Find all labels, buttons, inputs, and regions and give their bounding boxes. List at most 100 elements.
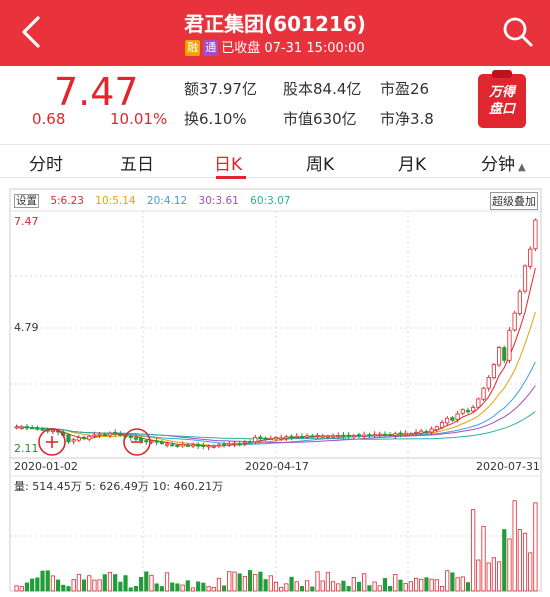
candle-body xyxy=(35,427,40,430)
tab-monthly-k[interactable]: 月K xyxy=(398,155,427,175)
kline-chart[interactable]: 设置 5:6.23 10:5.14 20:4.12 30:3.61 60:3.0… xyxy=(0,180,550,597)
volume-bar xyxy=(180,584,185,592)
candles xyxy=(14,218,538,450)
volume-bar xyxy=(403,583,408,592)
volume-bar xyxy=(242,576,247,592)
super-overlay-button[interactable]: 超级叠加 xyxy=(490,192,538,210)
app-header: 君正集团(601216) 融通已收盘 07-31 15:00:00 xyxy=(0,0,550,66)
candle-body xyxy=(310,435,315,438)
tab-daily-k[interactable]: 日K xyxy=(214,155,243,175)
date-label-end: 2020-07-31 xyxy=(476,460,540,473)
volume-bar xyxy=(486,562,491,592)
candle-body xyxy=(434,426,439,431)
volume-bar xyxy=(222,585,227,592)
candle-body xyxy=(367,434,372,437)
volume-bar xyxy=(30,578,35,592)
volume-bar xyxy=(92,579,97,592)
tab-intraday[interactable]: 分时 xyxy=(29,155,63,175)
wind-depth-button[interactable]: 万得 盘口 xyxy=(478,70,526,128)
candle-body xyxy=(284,436,289,439)
candle-body xyxy=(299,436,305,439)
settings-button[interactable]: 设置 xyxy=(14,194,39,208)
volume-bar xyxy=(268,575,273,592)
candle-body xyxy=(528,248,533,267)
candle-body xyxy=(190,444,196,447)
buy-marker-icon xyxy=(38,428,66,456)
tab-minute[interactable]: 分钟 ▲ xyxy=(481,150,526,175)
candle-body xyxy=(341,434,346,437)
volume-bar xyxy=(517,529,522,592)
volume-bar xyxy=(356,581,362,592)
volume-bar xyxy=(299,586,305,592)
volume-bar xyxy=(351,577,356,592)
candle-body xyxy=(445,417,450,424)
volume-bar xyxy=(330,581,336,592)
candle-body xyxy=(92,434,97,437)
volume-bar xyxy=(450,572,455,592)
back-arrow-icon[interactable] xyxy=(16,14,46,50)
volume-bar xyxy=(185,580,190,592)
candle-body xyxy=(351,435,356,438)
volume-bar xyxy=(367,585,372,592)
volume-bar xyxy=(491,557,496,592)
tab-minute-label: 分钟 xyxy=(481,155,515,175)
candle-body xyxy=(144,440,149,443)
volume-bar xyxy=(107,572,113,592)
volume-bar xyxy=(87,575,92,592)
volume-bar xyxy=(258,571,263,592)
candle-body xyxy=(471,407,476,412)
tab-five-day[interactable]: 五日 xyxy=(120,155,154,175)
last-price: 7.47 xyxy=(54,70,139,114)
pe-ratio: 市盈26 xyxy=(380,80,430,98)
date-label-start: 2020-01-02 xyxy=(14,460,78,473)
candle-body xyxy=(30,427,35,430)
candle-body xyxy=(76,437,81,441)
candle-body xyxy=(429,428,434,433)
candle-body xyxy=(128,435,133,438)
candle-body xyxy=(512,312,517,331)
volume-bar xyxy=(445,570,450,592)
candle-body xyxy=(315,435,320,438)
candle-body xyxy=(419,430,424,434)
volume-bar xyxy=(263,579,268,592)
candle-body xyxy=(294,435,299,438)
volume-bar xyxy=(133,585,139,592)
candle-body xyxy=(305,435,310,438)
chart-frame xyxy=(9,188,542,592)
dropdown-triangle-icon: ▲ xyxy=(518,162,526,173)
quote-panel: 7.47 0.68 10.01% 额37.97亿 换6.10% 股本84.4亿 … xyxy=(0,66,550,140)
candle-body xyxy=(465,410,471,413)
volume-bar xyxy=(533,502,538,592)
volume-bar xyxy=(45,570,50,592)
volume-bar xyxy=(19,586,24,592)
candle-body xyxy=(346,434,351,437)
volume-bar xyxy=(336,583,341,592)
volume-bar xyxy=(76,573,81,592)
volume-bar xyxy=(123,575,128,592)
ma20-label: 20:4.12 xyxy=(146,195,188,207)
price-mid-label: 4.79 xyxy=(14,321,39,334)
volume-bar xyxy=(61,584,66,592)
volume-bar xyxy=(128,587,133,592)
candle-body xyxy=(497,347,502,366)
candle-body xyxy=(154,440,159,443)
volume-bar xyxy=(413,577,419,592)
sell-marker-icon xyxy=(123,428,151,456)
tab-weekly-k[interactable]: 周K xyxy=(306,155,335,175)
candle-body xyxy=(413,432,419,435)
volume-bar xyxy=(465,582,471,592)
price-low-label: 2.11 xyxy=(14,442,39,455)
candle-body xyxy=(398,432,403,435)
candle-body xyxy=(377,433,382,436)
candle-body xyxy=(66,434,71,443)
candle-body xyxy=(268,438,273,441)
volume-bar xyxy=(471,509,476,592)
search-icon[interactable] xyxy=(502,16,534,48)
candle-body xyxy=(159,441,164,444)
candle-body xyxy=(102,433,107,436)
volume-bar xyxy=(154,583,159,592)
volume-bar xyxy=(71,579,76,592)
volume-bar xyxy=(164,572,170,592)
candle-body xyxy=(336,435,341,438)
volume-bar xyxy=(196,581,201,592)
